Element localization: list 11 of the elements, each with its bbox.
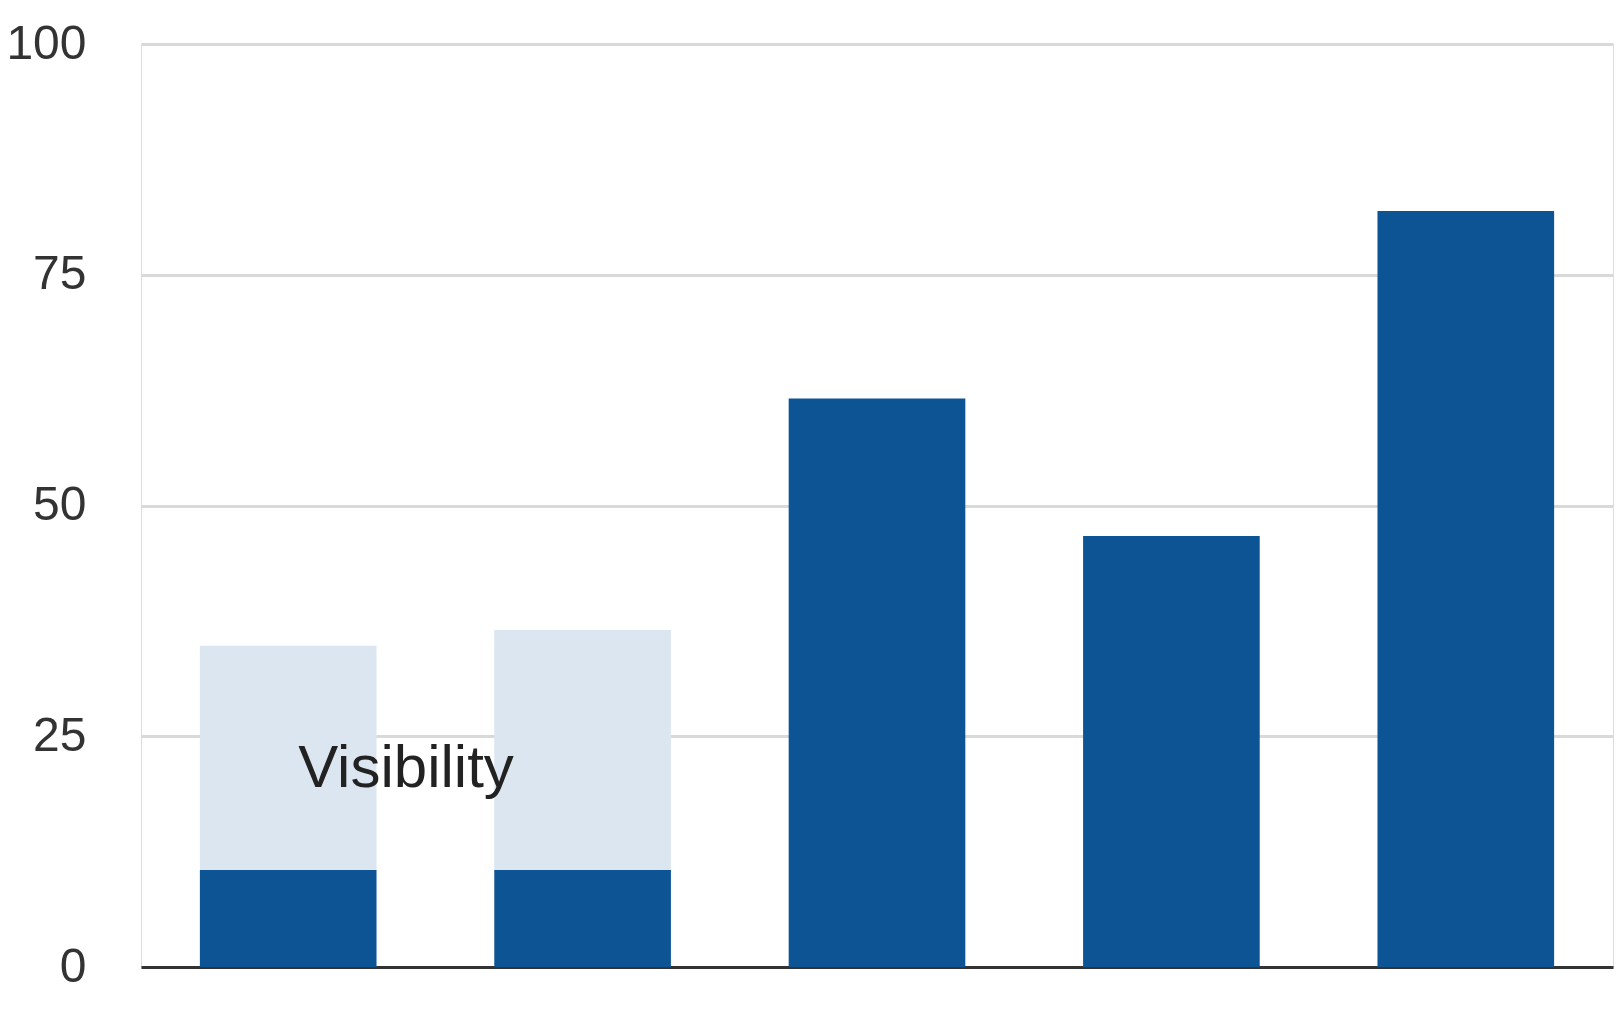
annotation: Visibility — [298, 733, 514, 800]
bar — [1083, 535, 1260, 967]
bar — [1377, 211, 1555, 967]
y-tick-label: 0 — [59, 938, 87, 992]
y-tick-label: 25 — [33, 707, 87, 761]
y-tick-label: 75 — [33, 246, 87, 300]
y-tick-label: 50 — [33, 477, 87, 530]
y-tick-label: 100 — [6, 15, 87, 69]
bar — [199, 870, 377, 967]
bar — [788, 398, 966, 967]
bar — [494, 870, 671, 967]
